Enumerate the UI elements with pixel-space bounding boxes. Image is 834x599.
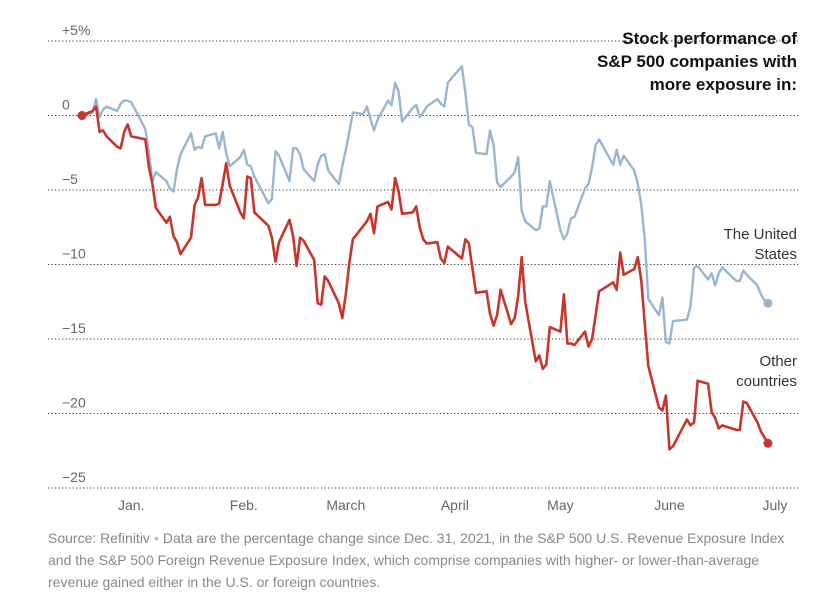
- series-label-other-countries: countries: [736, 373, 797, 390]
- line-chart: +5% 0 −5 −10 −15 −20 −25 Jan. Feb. March April May…: [48, 22, 798, 513]
- series-start-point-other-countries: [77, 111, 87, 120]
- x-tick-label: Feb.: [230, 497, 258, 513]
- y-tick-label: 0: [62, 97, 70, 113]
- x-tick-label: Jan.: [118, 497, 144, 513]
- x-tick-label: July: [763, 497, 788, 513]
- y-tick-label: +5%: [62, 22, 90, 38]
- x-axis-ticks: Jan. Feb. March April May June July: [118, 497, 787, 513]
- grid-lines: [48, 40, 798, 489]
- x-tick-label: March: [326, 497, 365, 513]
- y-tick-label: −20: [62, 395, 86, 411]
- chart-title-line: Stock performance of: [622, 29, 797, 48]
- series-end-point-other-countries: [763, 438, 773, 448]
- series-line-the-united-states: [80, 65, 770, 345]
- y-tick-label: −5: [62, 171, 78, 187]
- series-label-other-countries: Other: [759, 353, 797, 370]
- series-label-the-united-states: States: [754, 246, 797, 263]
- x-tick-label: June: [654, 497, 685, 513]
- y-tick-label: −10: [62, 246, 86, 262]
- chart-title-line: S&P 500 companies with: [597, 52, 797, 71]
- x-tick-label: May: [547, 497, 573, 513]
- series-line-other-countries: [80, 105, 770, 451]
- series-end-point-the-united-states: [763, 298, 773, 308]
- series-layer: [77, 65, 773, 451]
- chart-title: Stock performance of S&P 500 companies wi…: [597, 29, 797, 94]
- y-axis-ticks: +5% 0 −5 −10 −15 −20 −25: [62, 22, 90, 485]
- chart-footer: Source: Refinitiv • Data are the percentag…: [48, 527, 808, 593]
- x-tick-label: April: [441, 497, 469, 513]
- chart-title-line: more exposure in:: [650, 75, 797, 94]
- footnote: Data are the percentage change since Dec…: [48, 530, 785, 590]
- series-labels: The United States Other countries: [724, 226, 797, 390]
- y-tick-label: −25: [62, 469, 86, 485]
- y-tick-label: −15: [62, 320, 86, 336]
- source-label: Source: Refinitiv: [48, 530, 150, 546]
- series-label-the-united-states: The United: [724, 226, 797, 243]
- separator-dot: •: [153, 530, 159, 546]
